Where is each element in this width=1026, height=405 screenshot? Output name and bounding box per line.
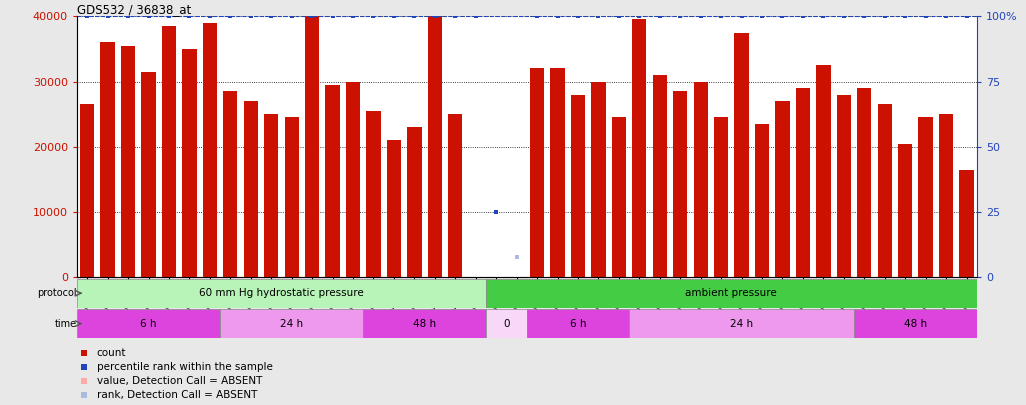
Bar	[527, 309, 629, 338]
Bar	[939, 114, 953, 277]
Bar	[611, 117, 626, 277]
Bar	[142, 72, 156, 277]
Bar	[673, 91, 687, 277]
Text: GDS532 / 36838_at: GDS532 / 36838_at	[77, 3, 191, 16]
Bar	[898, 143, 912, 277]
Text: 48 h: 48 h	[413, 319, 436, 328]
Text: percentile rank within the sample: percentile rank within the sample	[96, 362, 273, 372]
Bar	[203, 23, 218, 277]
Bar	[918, 117, 933, 277]
Bar	[243, 101, 258, 277]
Bar	[529, 68, 544, 277]
Bar	[77, 279, 486, 308]
Bar	[486, 279, 977, 308]
Text: time: time	[54, 319, 77, 328]
Bar	[854, 309, 977, 338]
Bar	[629, 309, 854, 338]
Text: ambient pressure: ambient pressure	[685, 288, 778, 298]
Bar	[959, 170, 974, 277]
Bar	[755, 124, 770, 277]
Bar	[387, 140, 401, 277]
Text: 60 mm Hg hydrostatic pressure: 60 mm Hg hydrostatic pressure	[199, 288, 364, 298]
Bar	[877, 104, 892, 277]
Text: 48 h: 48 h	[904, 319, 926, 328]
Bar	[363, 309, 486, 338]
Bar	[224, 91, 237, 277]
Bar	[448, 114, 463, 277]
Bar	[305, 16, 319, 277]
Bar	[570, 95, 585, 277]
Text: 6 h: 6 h	[569, 319, 586, 328]
Text: 24 h: 24 h	[280, 319, 304, 328]
Bar	[550, 68, 564, 277]
Bar	[221, 309, 363, 338]
Bar	[121, 46, 135, 277]
Bar	[776, 101, 790, 277]
Bar	[817, 65, 830, 277]
Bar	[80, 104, 94, 277]
Bar	[77, 309, 221, 338]
Text: value, Detection Call = ABSENT: value, Detection Call = ABSENT	[96, 376, 262, 386]
Bar	[101, 43, 115, 277]
Bar	[694, 81, 708, 277]
Text: protocol: protocol	[37, 288, 77, 298]
Text: 0: 0	[503, 319, 510, 328]
Bar	[264, 114, 278, 277]
Bar	[183, 49, 197, 277]
Bar	[735, 32, 749, 277]
Bar	[428, 16, 442, 277]
Bar	[162, 26, 176, 277]
Bar	[284, 117, 299, 277]
Bar	[857, 88, 871, 277]
Bar	[653, 75, 667, 277]
Bar	[407, 127, 422, 277]
Bar	[366, 111, 381, 277]
Bar	[486, 309, 527, 338]
Text: 24 h: 24 h	[731, 319, 753, 328]
Bar	[714, 117, 728, 277]
Text: 6 h: 6 h	[141, 319, 157, 328]
Bar	[632, 19, 646, 277]
Bar	[346, 81, 360, 277]
Bar	[591, 81, 605, 277]
Bar	[325, 85, 340, 277]
Bar	[836, 95, 851, 277]
Bar	[796, 88, 811, 277]
Text: rank, Detection Call = ABSENT: rank, Detection Call = ABSENT	[96, 390, 258, 400]
Text: count: count	[96, 348, 126, 358]
